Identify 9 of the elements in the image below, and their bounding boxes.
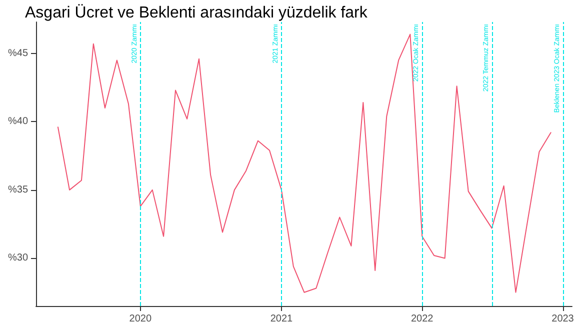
x-tick-label: 2021 xyxy=(270,314,294,324)
x-tick-label: 2023 xyxy=(552,314,574,324)
y-tick-label: %40 xyxy=(8,116,28,128)
x-tick-label: 2020 xyxy=(129,314,152,324)
y-tick-label: %35 xyxy=(8,184,28,196)
chart-title: Asgari Ücret ve Beklenti arasındaki yüzdelik fark xyxy=(25,4,368,22)
y-tick-label: %45 xyxy=(8,48,28,59)
x-tick-label: 2022 xyxy=(410,314,434,324)
y-tick-label: %30 xyxy=(8,252,28,264)
